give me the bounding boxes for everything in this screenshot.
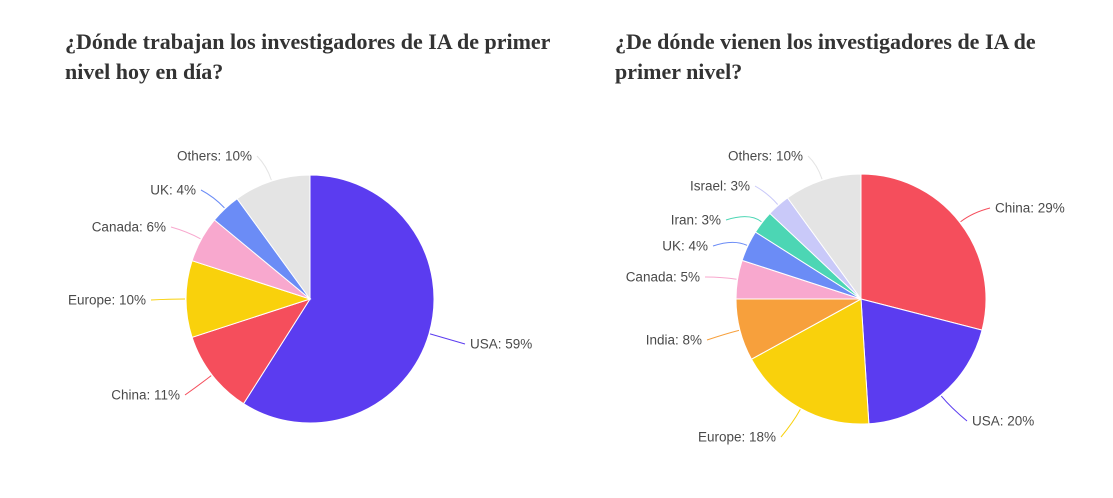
- leader-line-israel: [754, 185, 779, 205]
- chart-title-origin: ¿De dónde vienen los investigadores de I…: [615, 29, 1036, 84]
- pie-chart-origin: China: 29% USA: 20% Europe: 18% India: 8% Ca…: [626, 149, 1065, 445]
- slice-label-iran: Iran: 3%: [671, 213, 721, 228]
- pie-slice-china: [860, 173, 987, 331]
- leader-line-india: [706, 329, 740, 341]
- pie-slice-others: [786, 173, 862, 301]
- slice-label-israel: Israel: 3%: [690, 179, 750, 194]
- slice-label-others: Others: 10%: [728, 149, 803, 164]
- pie-slice-europe: [185, 260, 312, 338]
- slice-label-uk: UK: 4%: [662, 239, 708, 254]
- pie-chart-work-location: USA: 59% China: 11% Europe: 10% Canada: 6% U…: [68, 149, 532, 424]
- leader-line-canada: [170, 226, 201, 240]
- leader-lines: [150, 155, 466, 396]
- slice-label-canada: Canada: 5%: [626, 270, 700, 285]
- leader-line-usa: [940, 395, 968, 422]
- slice-label-uk: UK: 4%: [150, 183, 196, 198]
- slice-labels: USA: 59% China: 11% Europe: 10% Canada: 6% U…: [68, 149, 532, 403]
- leader-line-uk: [200, 189, 225, 209]
- slice-label-usa: USA: 20%: [972, 414, 1034, 429]
- leader-line-iran: [725, 216, 762, 223]
- pie-slice-china: [191, 298, 312, 405]
- leader-line-europe: [150, 298, 186, 301]
- chart-title-work-location: ¿Dónde trabajan los investigadores de IA…: [65, 29, 551, 84]
- slice-label-canada: Canada: 6%: [92, 220, 166, 235]
- pie-slice-others: [236, 174, 311, 301]
- slice-label-europe: Europe: 18%: [698, 430, 776, 445]
- leader-line-uk: [712, 241, 748, 247]
- slice-label-usa: USA: 59%: [470, 337, 532, 352]
- leader-line-others: [256, 155, 272, 181]
- leader-line-others: [807, 155, 823, 180]
- slice-label-china: China: 29%: [995, 201, 1065, 216]
- slice-label-europe: Europe: 10%: [68, 293, 146, 308]
- leader-line-canada: [704, 276, 737, 280]
- pie-slice-europe: [750, 298, 870, 425]
- leader-line-usa: [429, 333, 466, 345]
- leader-line-china: [184, 375, 212, 396]
- leader-lines: [704, 155, 991, 438]
- slice-labels: China: 29% USA: 20% Europe: 18% India: 8% Ca…: [626, 149, 1065, 445]
- slice-label-others: Others: 10%: [177, 149, 252, 164]
- pie-slices: [735, 173, 987, 425]
- leader-line-europe: [780, 409, 801, 438]
- pie-slices: [185, 174, 435, 424]
- slice-label-india: India: 8%: [646, 333, 702, 348]
- pie-slice-usa: [242, 174, 435, 424]
- pie-slice-usa: [860, 298, 983, 425]
- leader-line-china: [960, 207, 991, 223]
- slice-label-china: China: 11%: [111, 388, 180, 403]
